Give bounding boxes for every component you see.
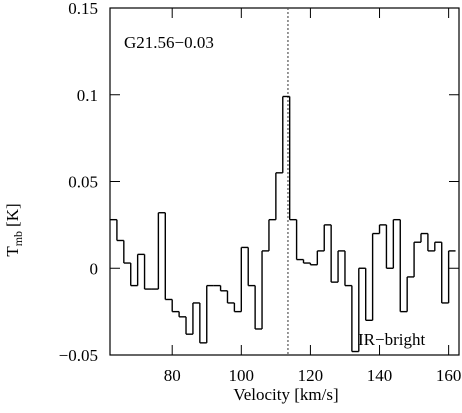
y-tick-label: 0.05 (68, 173, 98, 192)
x-tick-label: 160 (436, 366, 462, 385)
x-tick-label: 140 (367, 366, 393, 385)
x-tick-label: 120 (298, 366, 324, 385)
x-tick-label: 80 (164, 366, 181, 385)
y-axis-label: Tmb [K] (3, 203, 25, 256)
y-label-main: T (3, 246, 22, 257)
y-tick-label: −0.05 (59, 346, 98, 365)
class-label: IR−bright (358, 330, 425, 349)
x-axis-label: Velocity [km/s] (233, 385, 338, 404)
x-tick-label: 100 (229, 366, 255, 385)
y-label-unit: [K] (3, 203, 22, 227)
y-tick-label: 0.15 (68, 0, 98, 18)
source-label: G21.56−0.03 (124, 33, 214, 52)
y-label-sub: mb (11, 231, 25, 246)
y-tick-label: 0 (90, 259, 99, 278)
y-tick-label: 0.1 (77, 86, 98, 105)
